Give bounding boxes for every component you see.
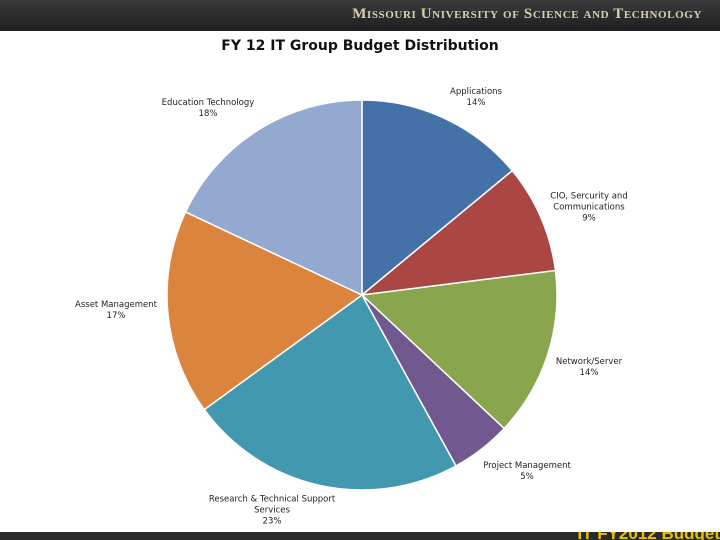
slice-label-value: 17% (106, 311, 126, 321)
slice-label-value: 23% (262, 516, 282, 527)
slice-label-name: Research & Technical Support (208, 494, 336, 505)
chart-title: FY 12 IT Group Budget Distribution (221, 38, 499, 54)
pie-slice (203, 293, 457, 491)
slice-label-value: 18% (198, 109, 218, 119)
slice-label-name: Services (254, 505, 290, 516)
slice-label-name: Project Management (483, 461, 571, 471)
slice-label-value: 14% (466, 98, 486, 108)
institution-name: Missouri University of Science and Techn… (352, 6, 702, 22)
slice-label: Research & Technical Support Services 23% (209, 495, 335, 528)
slice-label: Project Management 5% (483, 461, 571, 483)
slice-label-name: Education Technology (161, 98, 255, 108)
slice-label-value: 9% (582, 213, 596, 224)
header-banner: Missouri University of Science and Techn… (0, 0, 720, 31)
pie-slice (361, 99, 514, 297)
pie-slice (360, 269, 558, 430)
footer-text: IT FY2012 Budget (577, 532, 720, 540)
slice-label-name: Applications (450, 87, 502, 97)
slice-label: CIO, Sercurity and Communications 9% (550, 192, 627, 225)
slice-label: Network/Server 14% (556, 357, 622, 379)
slice-label-name: Asset Management (75, 300, 157, 310)
slice-label: Education Technology 18% (162, 98, 255, 120)
slice-label-name: Network/Server (555, 357, 623, 367)
slice-label-value: 5% (520, 472, 534, 482)
slice-label: Applications 14% (450, 87, 502, 109)
pie-slice (359, 169, 557, 297)
slice-label-name: Communications (553, 202, 625, 213)
slice-label-name: CIO, Sercurity and (550, 191, 628, 202)
pie-slice (184, 99, 363, 297)
slice-label: Asset Management 17% (75, 300, 157, 322)
pie-slice (166, 210, 364, 411)
slice-label-value: 14% (579, 368, 599, 378)
footer-bar: IT FY2012 Budget (0, 532, 720, 540)
